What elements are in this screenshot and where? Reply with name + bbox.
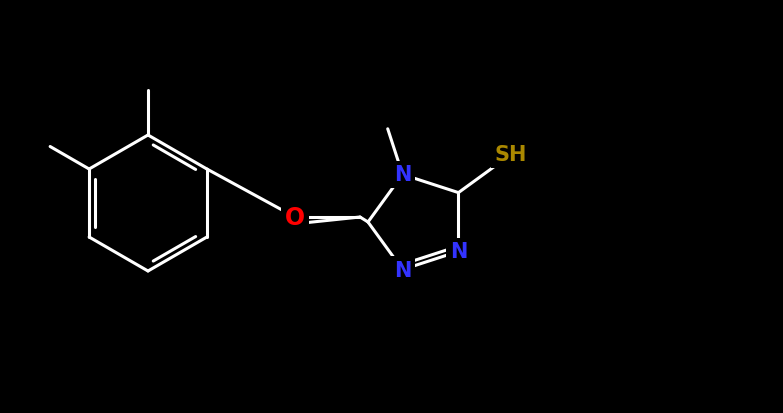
Text: SH: SH bbox=[495, 145, 527, 165]
Text: N: N bbox=[449, 242, 467, 262]
Text: N: N bbox=[394, 165, 411, 185]
Text: N: N bbox=[394, 260, 411, 280]
Text: O: O bbox=[285, 206, 305, 230]
